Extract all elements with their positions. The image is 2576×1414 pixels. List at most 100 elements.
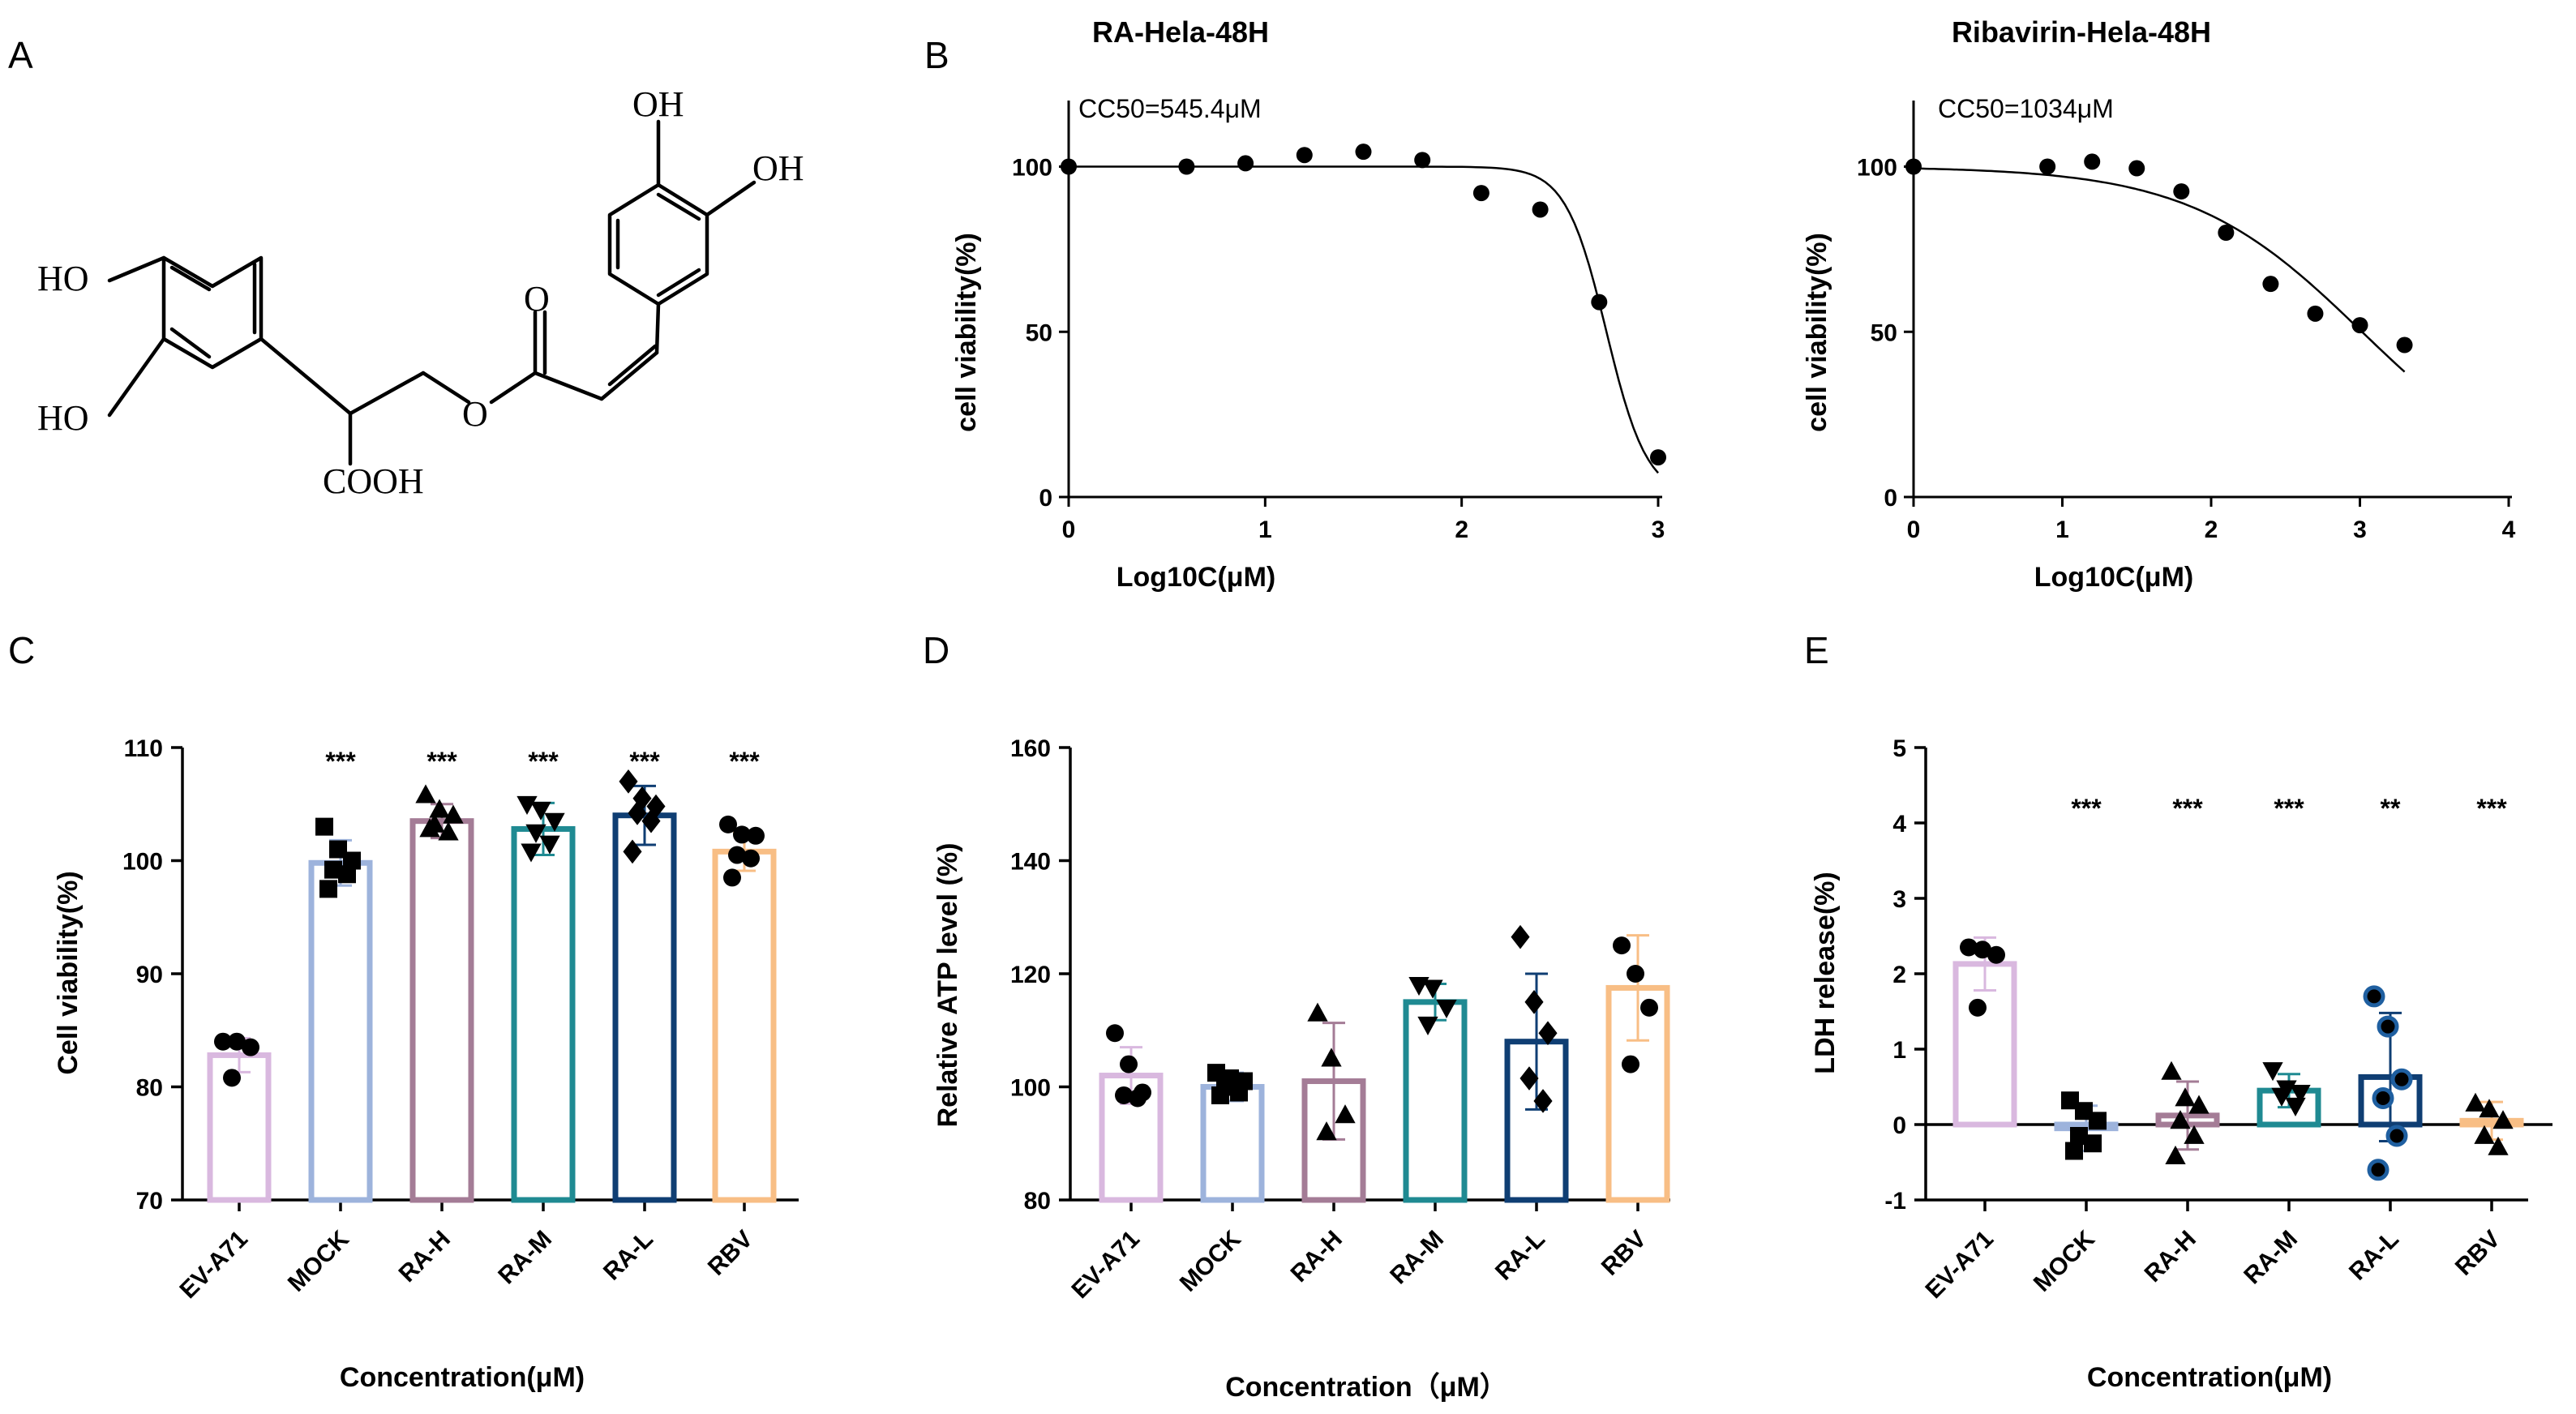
- x-axis-label: Concentration(μM): [340, 1362, 585, 1393]
- x-tick-label: RA-L: [1490, 1226, 1550, 1286]
- molecule-structure: [107, 119, 757, 466]
- significance-label: ***: [629, 747, 660, 776]
- data-point: [2372, 1086, 2394, 1109]
- panel-label-c: C: [8, 629, 35, 671]
- significance-label: ***: [426, 747, 457, 776]
- group-oh-top: OH: [632, 84, 684, 124]
- plot-area: 0 1 2 3 0 50 100: [1012, 101, 1666, 543]
- chart-ldh-release: Concentration(μM) LDH release(%) -1 0 1 2 3 4…: [1810, 735, 2552, 1393]
- data-point: [1061, 158, 1077, 175]
- y-tick-label: 100: [122, 849, 163, 876]
- data-point: [646, 794, 666, 819]
- chart-title: Ribavirin-Hela-48H: [1952, 15, 2211, 49]
- data-point: [2479, 1099, 2500, 1118]
- fit-curve: [1913, 167, 2406, 373]
- y-tick-label: 80: [136, 1075, 163, 1102]
- data-point: [1178, 158, 1195, 175]
- fit-curve: [1069, 165, 1659, 474]
- significance-label: **: [2381, 794, 2401, 823]
- data-point: [619, 769, 638, 794]
- chart-atp-level: Concentration（μM） Relative ATP level (%)…: [932, 735, 1670, 1403]
- y-tick-label: 1: [1892, 1037, 1906, 1064]
- group-oh-right: OH: [752, 148, 804, 188]
- data-point: [1533, 1089, 1553, 1113]
- data-point: [1519, 1066, 1539, 1090]
- data-point: [338, 865, 356, 884]
- data-point: [2173, 183, 2190, 200]
- y-tick-label: 100: [1010, 1075, 1051, 1102]
- x-tick-label: RA-L: [2344, 1226, 2404, 1286]
- x-axis-label: Concentration（μM）: [1225, 1371, 1507, 1403]
- panel-label-b: B: [924, 34, 949, 76]
- x-tick-label: 1: [1258, 516, 1272, 543]
- data-point: [1969, 998, 1987, 1017]
- y-tick-label: 0: [1039, 485, 1052, 512]
- data-point: [525, 824, 546, 843]
- data-point: [539, 835, 560, 855]
- significance-label: ***: [729, 747, 760, 776]
- y-tick-label: 100: [1012, 155, 1052, 182]
- x-tick-label: RBV: [703, 1226, 758, 1281]
- bar: [612, 812, 677, 1203]
- data-point: [429, 799, 450, 818]
- data-point: [1974, 941, 1991, 959]
- y-tick-label: 90: [136, 962, 163, 988]
- data-point: [214, 1032, 232, 1051]
- data-point: [530, 801, 551, 821]
- y-tick-label: 100: [1857, 155, 1897, 182]
- data-point: [1987, 945, 2005, 964]
- y-tick-label: 80: [1024, 1188, 1051, 1215]
- data-point: [1316, 1121, 1337, 1141]
- data-point: [2385, 1125, 2408, 1147]
- plot-area: 0 1 2 3 4 0 50 100: [1857, 101, 2516, 543]
- y-tick-label: 5: [1892, 735, 1906, 762]
- data-point: [2218, 225, 2235, 241]
- data-point: [1524, 990, 1544, 1014]
- data-point: [419, 818, 440, 838]
- bar: [409, 818, 474, 1203]
- data-point: [1307, 1002, 1328, 1022]
- bar: [308, 859, 373, 1203]
- data-point: [2285, 1097, 2306, 1116]
- significance-label: ***: [528, 747, 559, 776]
- y-tick-label: 120: [1010, 962, 1051, 988]
- y-tick-label: 70: [136, 1188, 163, 1215]
- data-point: [242, 1038, 259, 1056]
- x-tick-label: MOCK: [2029, 1225, 2100, 1296]
- data-point: [2184, 1125, 2205, 1144]
- data-point: [2070, 1126, 2088, 1145]
- data-point: [343, 851, 361, 870]
- data-point: [2377, 1015, 2399, 1038]
- data-point: [2351, 317, 2368, 334]
- x-tick-label: 3: [1652, 516, 1665, 543]
- data-point: [2039, 158, 2056, 175]
- data-point: [1115, 1086, 1133, 1104]
- x-tick-label: RA-H: [2140, 1226, 2201, 1288]
- bar: [511, 825, 576, 1203]
- data-point: [742, 849, 760, 868]
- plot-area: 80 100 120 140 160 EV-A71 MOCK RA-H RA-M RA-L RBV: [1010, 735, 1670, 1304]
- data-point: [2170, 1110, 2191, 1129]
- y-axis-label: cell viability(%): [1802, 233, 1832, 432]
- y-tick-label: -1: [1884, 1188, 1906, 1215]
- data-point: [223, 1069, 241, 1087]
- data-point: [723, 868, 741, 887]
- bar: [1403, 999, 1468, 1203]
- data-point: [1538, 1021, 1558, 1046]
- data-point: [747, 826, 765, 845]
- group-ho-upper: HO: [37, 259, 89, 298]
- data-point: [1120, 1055, 1138, 1073]
- data-point: [2290, 1085, 2311, 1104]
- x-tick-label: MOCK: [1175, 1225, 1246, 1296]
- data-point: [2262, 1062, 2283, 1082]
- y-tick-label: 160: [1010, 735, 1051, 762]
- y-tick-label: 50: [1871, 319, 1897, 346]
- data-point: [1296, 147, 1313, 164]
- significance-label: ***: [325, 747, 356, 776]
- data-point: [315, 817, 333, 836]
- x-tick-label: RA-L: [598, 1226, 658, 1286]
- data-point: [2084, 153, 2101, 170]
- data-point: [2161, 1060, 2182, 1080]
- data-point: [1591, 294, 1608, 311]
